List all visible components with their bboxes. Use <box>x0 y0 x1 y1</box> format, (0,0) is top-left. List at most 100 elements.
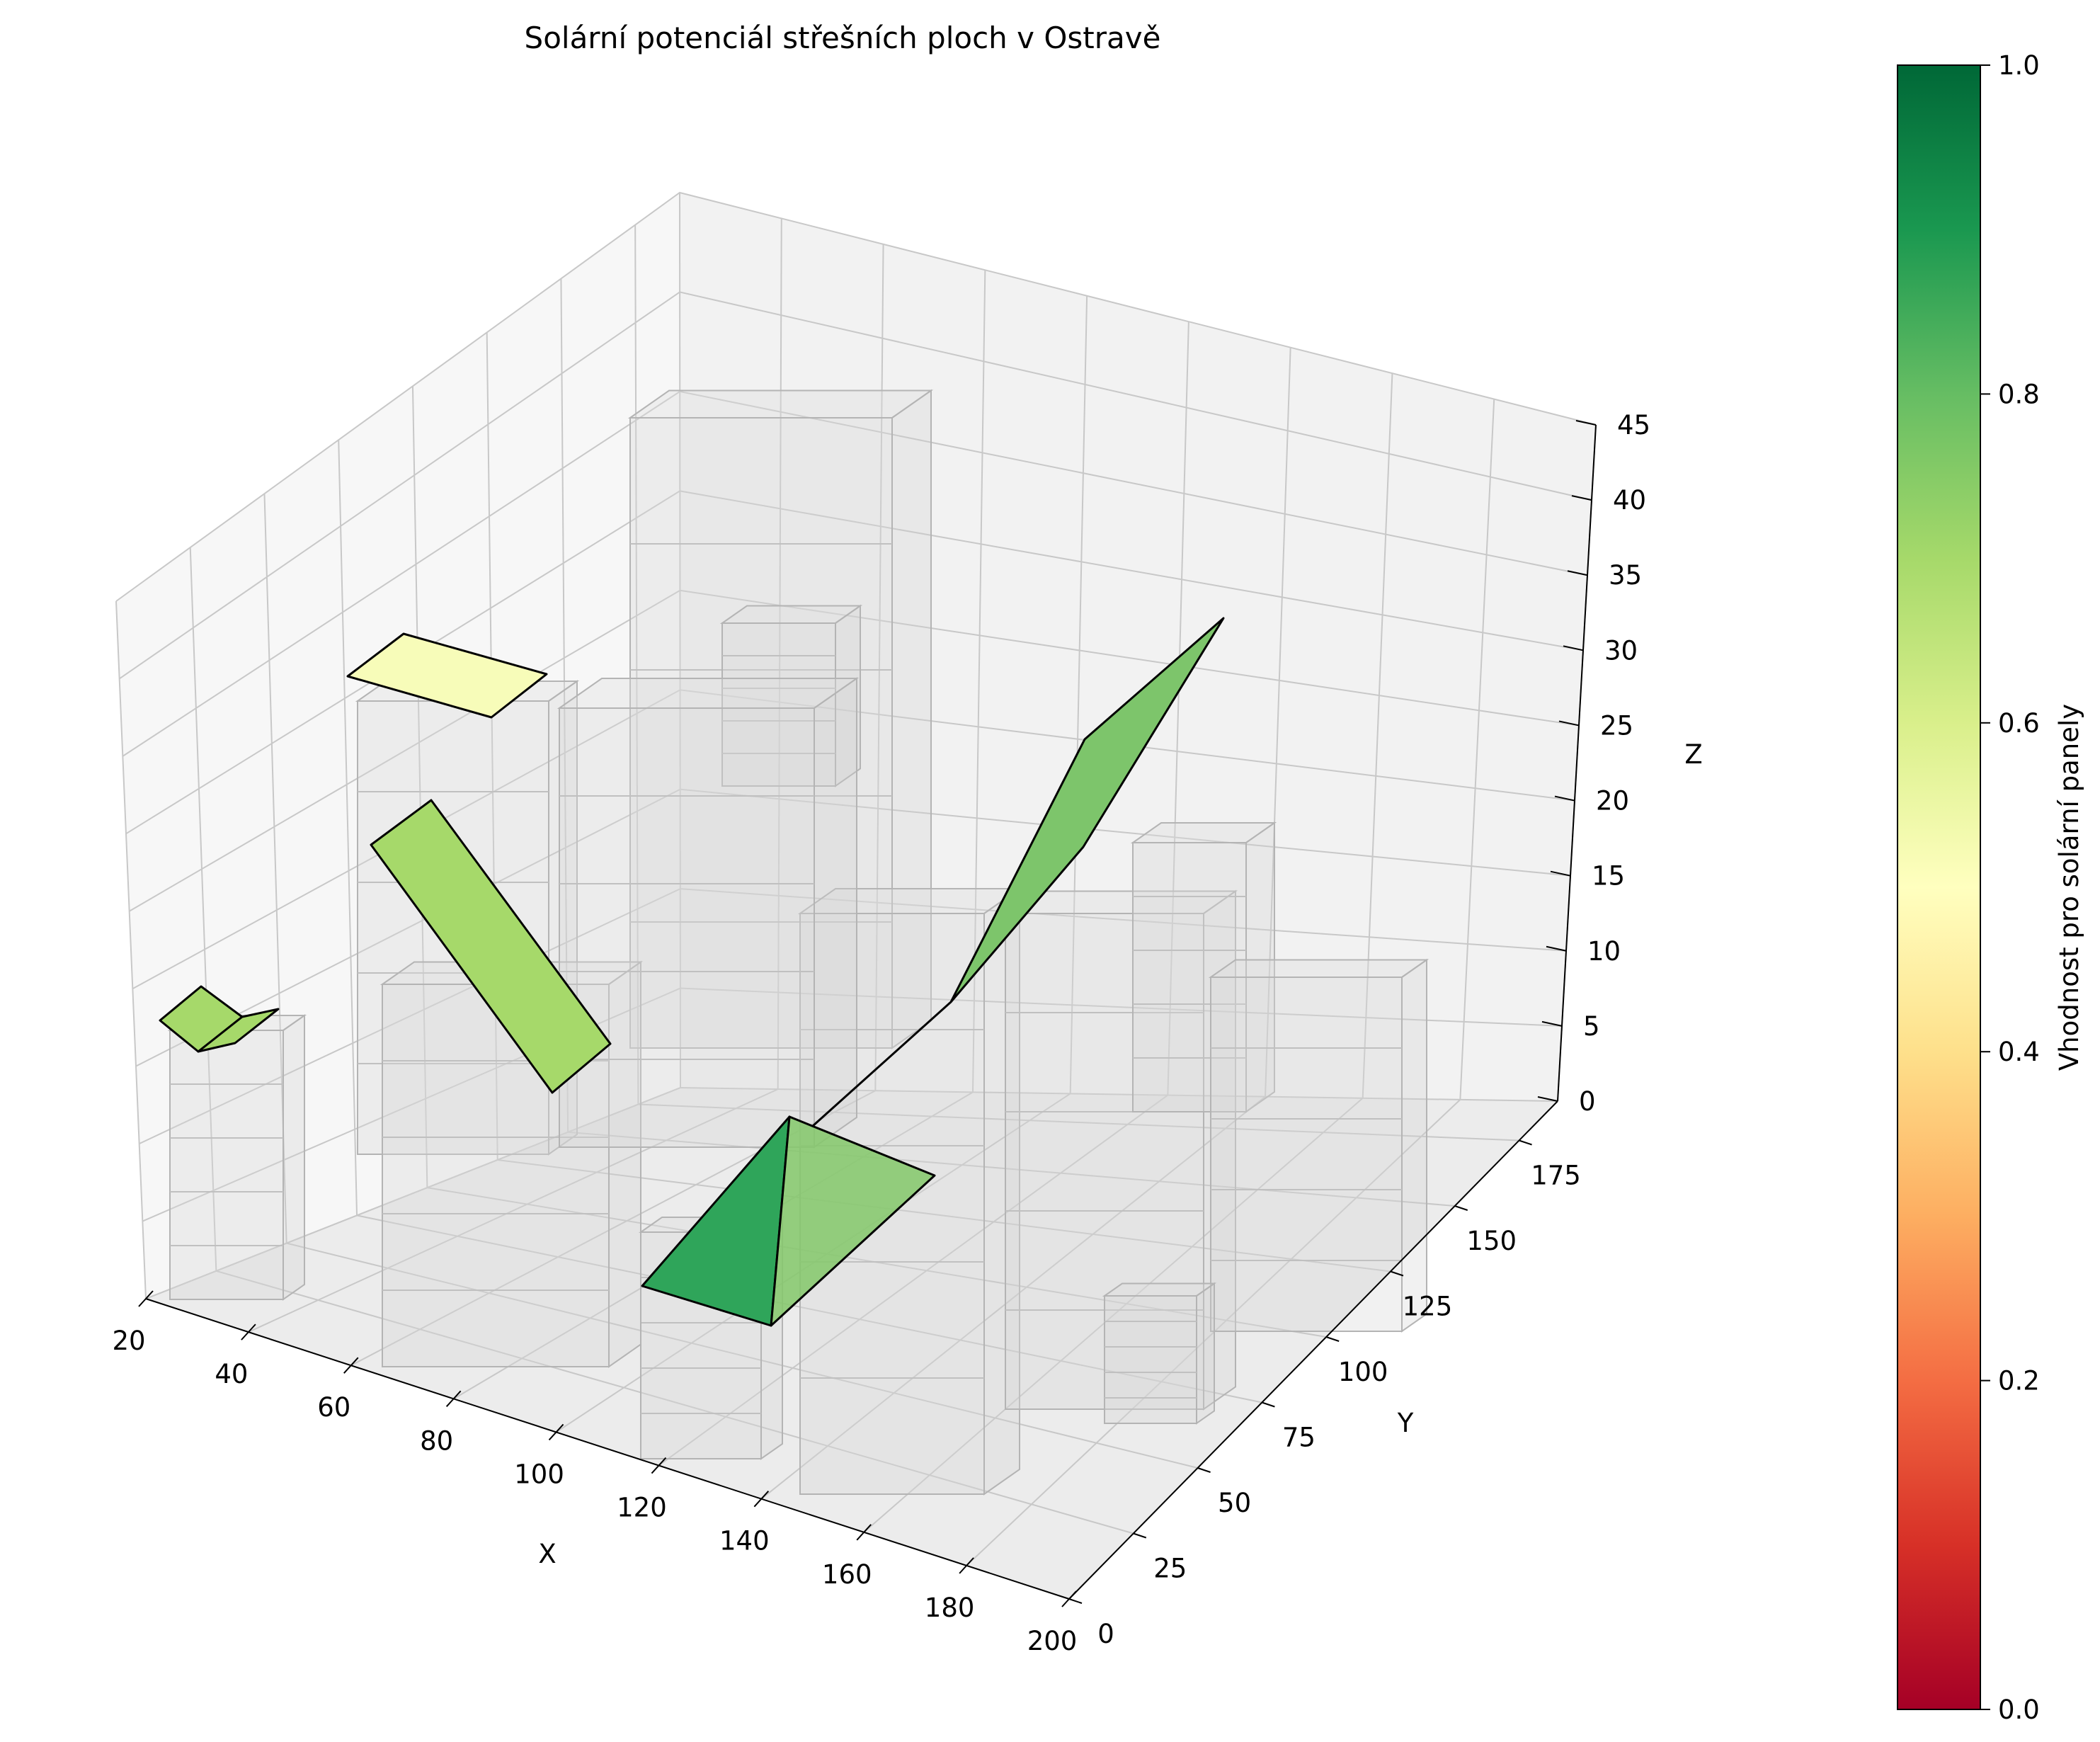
y-tick-label: 100 <box>1338 1357 1388 1387</box>
grid-line-y <box>567 1131 1455 1207</box>
y-tick-label: 25 <box>1153 1554 1187 1584</box>
grid-line-x-wall <box>1459 399 1495 1100</box>
y-tick-label: 125 <box>1403 1292 1453 1322</box>
z-tick-label: 0 <box>1579 1086 1596 1117</box>
grid-line-z <box>122 390 1588 757</box>
grid-line-x <box>658 1094 1168 1467</box>
x-tick <box>959 1557 974 1574</box>
grid-line-z <box>129 589 1580 912</box>
grid-line-x-wall <box>1167 321 1189 1095</box>
y-axis: 0 25 50 75 100 125 150 175 <box>1068 1100 1581 1649</box>
ghost-building-front <box>169 1030 284 1300</box>
x-tick-label: 60 <box>317 1392 350 1423</box>
y-tick <box>1133 1532 1147 1539</box>
z-tick <box>1541 1020 1563 1027</box>
colorbar-tick-label: 0.6 <box>1998 708 2040 739</box>
grid-line-y-wall <box>634 224 639 1105</box>
x-tick-label: 20 <box>112 1326 145 1356</box>
grid-line-x <box>863 1098 1364 1533</box>
x-tick-label: 100 <box>514 1459 564 1489</box>
y-tick <box>1068 1598 1083 1604</box>
z-tick <box>1575 420 1597 426</box>
grid-line-x-wall <box>1265 347 1291 1097</box>
grid-line-z <box>125 490 1584 835</box>
x-tick-label: 160 <box>822 1559 872 1590</box>
x-tick <box>343 1357 359 1374</box>
ghost-building-top <box>627 389 934 419</box>
grid-line-y-wall <box>411 386 428 1188</box>
x-tick <box>753 1490 770 1508</box>
x-tick-label: 120 <box>617 1493 667 1523</box>
z-axis-label: Z <box>1684 739 1702 770</box>
y-tick-label: 75 <box>1282 1423 1316 1453</box>
colorbar-tick-label: 0.8 <box>1998 379 2040 409</box>
steep-roof-right <box>811 617 1225 1127</box>
z-tick-label: 15 <box>1592 861 1625 892</box>
ghost-building-front <box>559 707 815 1148</box>
x-tick <box>445 1390 462 1408</box>
grid-line-x-wall <box>777 218 782 1090</box>
colorbar-tick-label: 0.0 <box>1998 1695 2040 1725</box>
z-tick <box>1558 720 1580 727</box>
x-tick-label: 80 <box>420 1425 453 1456</box>
ghost-building-side <box>1203 889 1236 1411</box>
y-tick-label: 175 <box>1531 1161 1581 1191</box>
grid-line-y-wall <box>189 547 217 1271</box>
x-tick <box>241 1323 256 1340</box>
z-axis-line <box>1557 424 1597 1102</box>
y-tick-label: 0 <box>1097 1619 1114 1649</box>
grid-line-x-wall <box>1069 295 1088 1094</box>
ghost-building-side <box>835 604 861 787</box>
z-tick <box>1554 795 1575 802</box>
grid-line-y <box>497 1159 1391 1273</box>
y-tick <box>1454 1205 1468 1211</box>
ghost-building-side <box>1401 958 1427 1333</box>
colorbar-tick-label: 1.0 <box>1998 50 2040 81</box>
y-tick <box>1390 1270 1404 1277</box>
colorbar-label: Vhodnost pro solární panely <box>2054 704 2084 1071</box>
z-tick-label: 45 <box>1617 410 1650 440</box>
ghost-building-front <box>1210 977 1403 1332</box>
y-tick <box>1262 1401 1275 1408</box>
roof-surfaces <box>159 617 1225 1327</box>
z-tick-label: 35 <box>1609 560 1642 591</box>
ghost-building-top <box>1102 1282 1217 1297</box>
x-tick <box>548 1423 564 1441</box>
ghost-building-top <box>557 678 860 709</box>
grid-line-z <box>132 689 1575 990</box>
y-tick-label: 50 <box>1218 1488 1251 1518</box>
ghost-buildings <box>167 389 1430 1496</box>
x-tick-label: 180 <box>925 1593 975 1623</box>
pyramid-roof-light <box>770 1115 936 1327</box>
grid-line-z <box>115 191 1597 602</box>
flat-roof-yellow <box>346 632 548 719</box>
x-tick <box>138 1290 154 1307</box>
ghost-building-side <box>1196 1282 1215 1425</box>
ghost-building-side <box>1245 821 1275 1113</box>
ghost-building-side <box>814 677 857 1149</box>
z-tick <box>1563 645 1584 651</box>
grid-line-z <box>135 788 1571 1067</box>
x-axis: 20 40 60 80 100 120 140 160 180 200 <box>112 1290 1078 1656</box>
chart-title: Solární potenciál střešních ploch v Ostr… <box>525 21 1161 55</box>
z-tick-label: 20 <box>1596 786 1629 816</box>
grid-line-x-wall <box>874 244 884 1091</box>
z-axis: 0 5 10 15 20 25 30 35 40 45 <box>1537 410 1650 1117</box>
grid-line-z <box>139 888 1567 1145</box>
y-tick <box>1325 1336 1340 1342</box>
grid-line-y-wall <box>486 332 498 1160</box>
z-tick <box>1546 945 1567 952</box>
z-tick <box>1537 1096 1558 1102</box>
grid-line-z <box>142 987 1563 1222</box>
pane-back-wall <box>680 193 1596 1101</box>
z-tick <box>1567 570 1588 576</box>
x-tick-label: 200 <box>1027 1626 1078 1656</box>
grid-line-y-wall <box>338 440 358 1216</box>
x-tick <box>651 1457 667 1474</box>
grid-line-x <box>248 1088 779 1333</box>
x-tick-label: 40 <box>215 1359 248 1389</box>
ghost-building-front <box>1104 1295 1197 1424</box>
x-tick <box>856 1524 872 1541</box>
colorbar-ticks: 0.0 0.2 0.4 0.6 0.8 1.0 <box>1980 50 2040 1725</box>
ghost-building-top <box>1208 959 1430 978</box>
